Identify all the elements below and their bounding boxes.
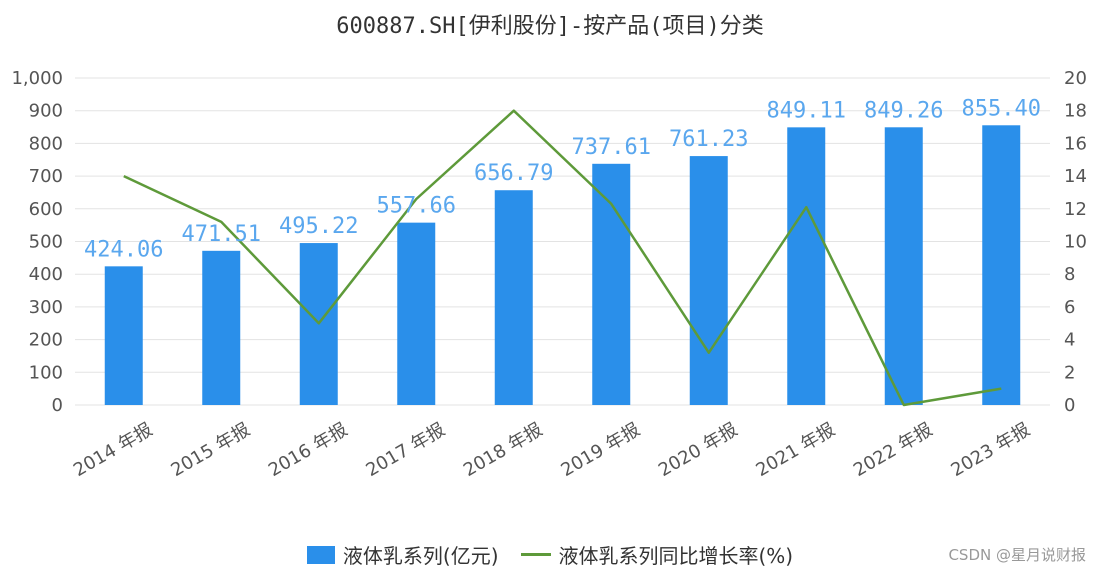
right-tick-label: 20	[1064, 68, 1087, 89]
left-tick-label: 0	[52, 395, 63, 416]
category-label: 2018 年报	[460, 419, 546, 481]
line-series	[123, 109, 1002, 407]
bar-value-label: 557.66	[377, 194, 456, 219]
right-tick-label: 16	[1064, 133, 1087, 154]
category-label: 2022 年报	[850, 419, 936, 481]
bar	[592, 163, 631, 405]
category-label: 2019 年报	[557, 419, 643, 481]
bar-value-label: 471.51	[182, 222, 261, 247]
right-tick-label: 14	[1064, 166, 1087, 187]
right-tick-label: 8	[1064, 264, 1075, 285]
category-label: 2014 年报	[70, 419, 156, 481]
left-tick-label: 600	[29, 199, 63, 220]
left-tick-label: 800	[29, 133, 63, 154]
legend-item-line[interactable]: 液体乳系列同比增长率(%)	[520, 540, 794, 569]
category-labels: 2014 年报 2015 年报 2016 年报 2017 年报 2018 年报 2019 …	[70, 419, 1034, 481]
bar	[494, 190, 533, 405]
growth-line	[123, 109, 1002, 407]
bar	[397, 222, 436, 405]
right-axis: 0 2 4 6 8 10 12 14 16 18 20	[1064, 68, 1087, 416]
left-tick-label: 1,000	[11, 68, 63, 89]
right-tick-label: 2	[1064, 362, 1075, 383]
left-tick-label: 200	[29, 330, 63, 351]
bar-value-label: 855.40	[962, 96, 1041, 121]
category-label: 2016 年报	[265, 419, 351, 481]
bar	[787, 127, 826, 405]
category-label: 2017 年报	[362, 419, 448, 481]
category-label: 2023 年报	[947, 419, 1033, 481]
bar-value-label: 761.23	[669, 127, 748, 152]
legend: 液体乳系列(亿元) 液体乳系列同比增长率(%)	[0, 540, 1100, 569]
category-label: 2015 年报	[167, 419, 253, 481]
bar-value-label: 424.06	[84, 237, 163, 262]
bar-value-label: 849.26	[864, 98, 943, 123]
category-label: 2020 年报	[655, 419, 741, 481]
bar-value-label: 656.79	[474, 161, 553, 186]
legend-line-swatch	[520, 553, 551, 556]
right-tick-label: 0	[1064, 395, 1075, 416]
bar	[202, 250, 241, 405]
bar	[104, 266, 143, 405]
legend-bar-label: 液体乳系列(亿元)	[342, 544, 499, 568]
legend-line-label: 液体乳系列同比增长率(%)	[558, 544, 794, 568]
data-labels: 424.06 471.51 495.22 557.66 656.79 737.61 761.…	[84, 96, 1041, 262]
left-tick-label: 700	[29, 166, 63, 187]
left-tick-label: 900	[29, 101, 63, 122]
bar-value-label: 737.61	[572, 135, 651, 160]
left-axis: 0 100 200 300 400 500 600 700 800 900 1,000	[11, 68, 63, 416]
bar-value-label: 849.11	[767, 98, 846, 123]
legend-item-bar[interactable]: 液体乳系列(亿元)	[306, 540, 499, 569]
chart-title: 600887.SH[伊利股份]-按产品(项目)分类	[336, 14, 764, 39]
left-tick-label: 500	[29, 232, 63, 253]
left-tick-label: 400	[29, 264, 63, 285]
left-tick-label: 300	[29, 297, 63, 318]
right-tick-label: 6	[1064, 297, 1075, 318]
bar-value-label: 495.22	[279, 214, 358, 239]
right-tick-label: 4	[1064, 330, 1075, 351]
watermark: CSDN @星月说财报	[948, 546, 1086, 564]
right-tick-label: 12	[1064, 199, 1087, 220]
bar	[884, 127, 923, 405]
bar	[689, 156, 728, 405]
left-tick-label: 100	[29, 362, 63, 383]
bar	[982, 125, 1021, 405]
chart-svg: 0 100 200 300 400 500 600 700 800 900 1,000 0 2 4 6 8 1…	[11, 68, 1087, 481]
category-label: 2021 年报	[752, 419, 838, 481]
right-tick-label: 18	[1064, 101, 1087, 122]
legend-bar-swatch	[306, 545, 335, 564]
right-tick-label: 10	[1064, 232, 1087, 253]
